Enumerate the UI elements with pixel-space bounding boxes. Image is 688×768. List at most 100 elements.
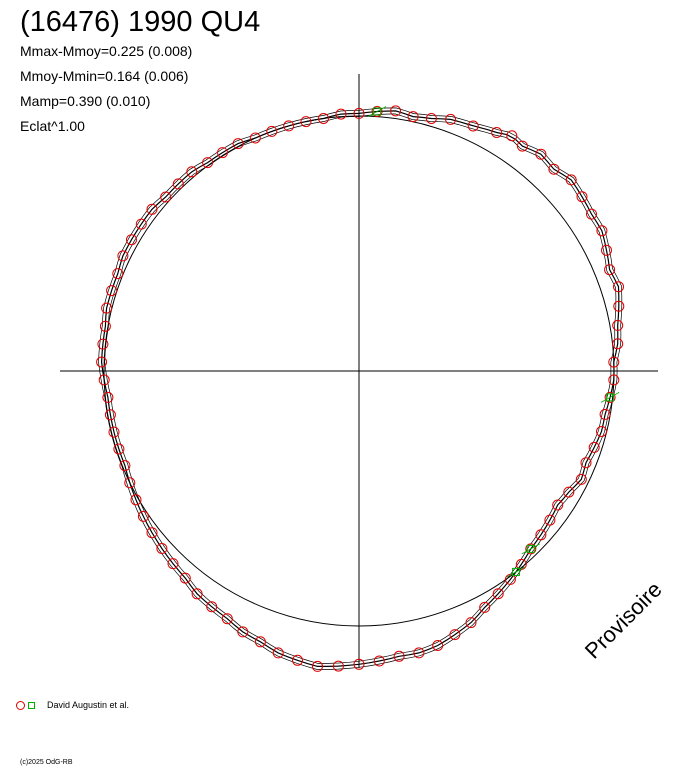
observation-circle bbox=[506, 130, 518, 142]
observation-circle bbox=[596, 225, 608, 237]
observation-circle bbox=[544, 514, 556, 526]
observation-circle bbox=[599, 408, 611, 420]
observation-circle bbox=[612, 319, 624, 331]
observation-circle bbox=[106, 285, 118, 297]
square-marker-icon bbox=[28, 701, 35, 709]
observation-circle bbox=[576, 191, 588, 203]
observation-circle bbox=[172, 178, 184, 190]
observation-circle bbox=[535, 148, 547, 160]
observation-circle bbox=[535, 529, 547, 541]
fitted-curves bbox=[98, 107, 623, 670]
stat-mamp: Mamp=0.390 (0.010) bbox=[20, 93, 151, 109]
observation-circle bbox=[318, 113, 329, 124]
observation-circle bbox=[613, 281, 624, 293]
observation-circle bbox=[113, 443, 125, 455]
observation-points bbox=[96, 105, 625, 672]
observation-circle bbox=[272, 647, 284, 659]
observation-circle bbox=[137, 510, 149, 522]
observation-circle bbox=[445, 113, 457, 125]
observation-circle bbox=[516, 140, 528, 152]
observation-circle bbox=[604, 264, 616, 276]
observation-circle bbox=[390, 105, 402, 117]
observation-circle bbox=[491, 127, 503, 138]
observation-circle bbox=[249, 132, 261, 144]
stat-eclat: Eclat^1.00 bbox=[20, 118, 85, 134]
observation-circle bbox=[613, 300, 625, 312]
chart-title: (16476) 1990 QU4 bbox=[20, 6, 261, 38]
observation-circle bbox=[604, 391, 616, 403]
observation-circle bbox=[608, 374, 620, 386]
observation-circle bbox=[575, 473, 587, 485]
stat-mmax-mmoy: Mmax-Mmoy=0.225 (0.008) bbox=[20, 43, 193, 59]
observation-circle bbox=[300, 116, 312, 128]
observation-circle bbox=[97, 338, 109, 350]
observation-circle bbox=[98, 374, 110, 386]
legend-observer: David Augustin et al. bbox=[47, 700, 130, 710]
observation-circle bbox=[202, 157, 214, 169]
observation-circle bbox=[525, 543, 537, 555]
observation-circle bbox=[407, 111, 419, 123]
observation-circle bbox=[371, 106, 383, 117]
observation-circle bbox=[167, 558, 179, 570]
observation-circle bbox=[373, 655, 385, 667]
observation-circle bbox=[601, 244, 612, 256]
fit-curve bbox=[104, 113, 617, 664]
observation-error-bar bbox=[506, 566, 526, 578]
legend: David Augustin et al. bbox=[16, 698, 129, 712]
observation-circle bbox=[156, 543, 168, 554]
observation-circle bbox=[102, 391, 114, 403]
observation-circle bbox=[335, 108, 347, 120]
observation-circle bbox=[206, 601, 218, 613]
observation-circle bbox=[237, 626, 249, 638]
observation-circle bbox=[130, 494, 142, 506]
observation-square bbox=[526, 544, 535, 553]
observation-circle bbox=[563, 486, 575, 498]
observation-circle bbox=[393, 650, 405, 662]
observation-circle bbox=[179, 572, 191, 584]
observation-circle bbox=[119, 460, 131, 472]
observation-circle bbox=[221, 613, 233, 625]
fit-curve bbox=[98, 107, 623, 670]
observation-circle bbox=[548, 163, 560, 175]
observation-square bbox=[373, 107, 382, 116]
observation-circle bbox=[146, 203, 158, 215]
observation-circle bbox=[135, 218, 147, 230]
observation-circle bbox=[413, 647, 425, 659]
observation-circle bbox=[504, 573, 516, 585]
observation-error-bar bbox=[600, 392, 620, 403]
observation-circle bbox=[217, 147, 228, 159]
observation-square bbox=[606, 393, 615, 402]
fit-curve bbox=[100, 110, 620, 667]
observation-circle bbox=[104, 409, 116, 421]
observation-circle bbox=[266, 125, 278, 137]
observation-circle bbox=[552, 499, 564, 511]
observation-circle bbox=[124, 477, 136, 489]
observation-circle bbox=[191, 588, 203, 600]
observation-circle bbox=[467, 120, 479, 132]
observation-circle bbox=[117, 250, 129, 262]
observation-circle bbox=[254, 636, 266, 648]
observation-circle bbox=[608, 356, 620, 368]
observation-circle bbox=[108, 426, 120, 438]
copyright: (c)2025 OdG-RB bbox=[20, 759, 73, 766]
observation-circle bbox=[580, 457, 592, 469]
observation-circle bbox=[101, 302, 113, 314]
observation-error-bar bbox=[521, 543, 540, 555]
observation-circle bbox=[588, 441, 600, 453]
observation-circle bbox=[586, 208, 597, 220]
observation-circle bbox=[96, 356, 108, 368]
observation-circle bbox=[99, 320, 111, 332]
observation-circle bbox=[353, 107, 365, 119]
observation-circle bbox=[112, 268, 124, 280]
observation-circle bbox=[432, 640, 444, 651]
observation-circle bbox=[612, 338, 624, 350]
observation-circle bbox=[492, 588, 504, 600]
observation-circle bbox=[353, 658, 365, 670]
observation-circle bbox=[465, 617, 477, 629]
observation-circle bbox=[232, 138, 244, 150]
observation-circle bbox=[596, 426, 607, 437]
observation-circle bbox=[160, 191, 172, 203]
circle-marker-icon bbox=[16, 700, 25, 710]
legend-markers bbox=[16, 700, 35, 710]
